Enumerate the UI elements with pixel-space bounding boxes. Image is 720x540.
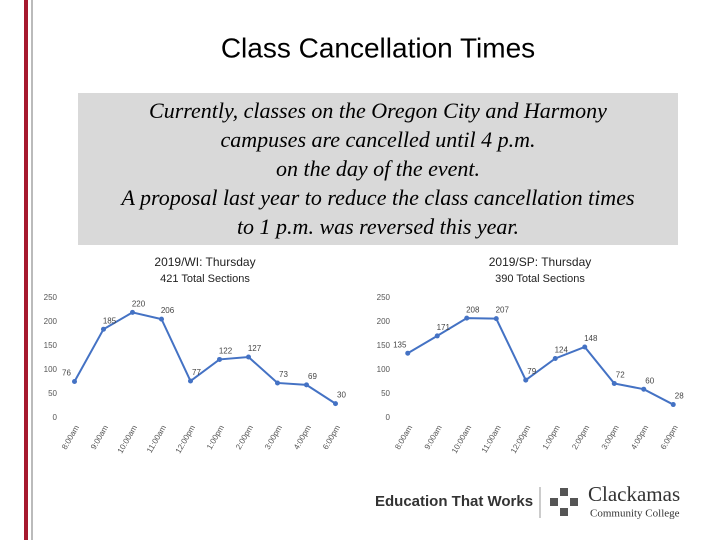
marker bbox=[405, 350, 411, 356]
data-label: 69 bbox=[308, 372, 317, 381]
x-tick-label: 1:00pm bbox=[541, 423, 562, 451]
marker bbox=[582, 344, 588, 350]
x-tick-label: 9:00am bbox=[423, 423, 444, 451]
marker bbox=[552, 355, 558, 361]
body-line: Currently, classes on the Oregon City an… bbox=[149, 98, 607, 123]
data-label: 30 bbox=[337, 391, 346, 400]
marker bbox=[275, 380, 280, 386]
body-line: on the day of the event. bbox=[276, 156, 480, 181]
x-tick-label: 10:00am bbox=[116, 423, 140, 455]
y-tick-label: 250 bbox=[44, 293, 58, 302]
marker bbox=[523, 377, 529, 383]
logo-name: Clackamas bbox=[588, 482, 680, 506]
marker bbox=[217, 356, 222, 362]
marker bbox=[611, 380, 617, 386]
x-tick-label: 12:00pm bbox=[509, 423, 533, 455]
data-label: 122 bbox=[219, 347, 233, 356]
x-tick-label: 1:00pm bbox=[205, 423, 226, 451]
chart-title: 2019/WI: Thursday bbox=[154, 255, 255, 269]
data-label: 73 bbox=[279, 370, 288, 379]
x-tick-label: 9:00am bbox=[89, 423, 110, 451]
marker bbox=[159, 316, 164, 322]
chart-subtitle: 390 Total Sections bbox=[495, 273, 585, 285]
data-label: 28 bbox=[675, 392, 684, 401]
y-tick-label: 50 bbox=[381, 389, 390, 398]
chart-subtitle: 421 Total Sections bbox=[160, 273, 250, 285]
chart-title: 2019/SP: Thursday bbox=[489, 255, 592, 269]
x-tick-label: 8:00am bbox=[60, 423, 81, 451]
data-label: 135 bbox=[393, 340, 407, 349]
marker bbox=[130, 309, 135, 315]
marker bbox=[101, 326, 106, 332]
line bbox=[407, 317, 674, 406]
logo-icon bbox=[550, 488, 578, 516]
y-tick-label: 100 bbox=[377, 365, 391, 374]
marker bbox=[304, 382, 309, 388]
data-label: 60 bbox=[645, 376, 654, 385]
marker bbox=[670, 402, 676, 408]
marker bbox=[72, 379, 77, 385]
marker bbox=[333, 401, 338, 407]
y-tick-label: 250 bbox=[377, 293, 391, 302]
x-tick-label: 6:00pm bbox=[321, 423, 342, 451]
marker bbox=[641, 386, 647, 392]
y-tick-label: 200 bbox=[377, 317, 391, 326]
data-label: 206 bbox=[161, 306, 175, 315]
x-tick-label: 12:00pm bbox=[174, 423, 198, 455]
x-tick-label: 4:00pm bbox=[629, 423, 650, 451]
body-line: campuses are cancelled until 4 p.m. bbox=[220, 127, 535, 152]
data-label: 148 bbox=[584, 334, 598, 343]
data-label: 79 bbox=[527, 367, 536, 376]
body-line: A proposal last year to reduce the class… bbox=[119, 185, 634, 210]
x-tick-label: 8:00am bbox=[393, 423, 414, 451]
x-tick-label: 10:00am bbox=[450, 423, 474, 455]
accent-bar bbox=[31, 0, 33, 540]
x-tick-label: 3:00pm bbox=[600, 423, 621, 451]
y-tick-label: 200 bbox=[44, 317, 58, 326]
data-label: 207 bbox=[496, 306, 510, 315]
marker bbox=[434, 333, 440, 339]
x-tick-label: 6:00pm bbox=[659, 423, 680, 451]
x-tick-label: 2:00pm bbox=[234, 423, 255, 451]
y-tick-label: 0 bbox=[386, 413, 391, 422]
text-box bbox=[78, 93, 678, 245]
marker bbox=[464, 315, 470, 321]
marker bbox=[188, 378, 193, 384]
x-tick-label: 11:00am bbox=[145, 423, 168, 454]
slide-title: Class Cancellation Times bbox=[221, 32, 535, 63]
data-label: 76 bbox=[62, 369, 71, 378]
data-label: 185 bbox=[103, 316, 117, 325]
y-tick-label: 100 bbox=[44, 365, 58, 374]
tagline: Education That Works bbox=[375, 493, 533, 510]
data-label: 77 bbox=[192, 368, 201, 377]
x-tick-label: 2:00pm bbox=[570, 423, 591, 451]
marker bbox=[493, 316, 499, 322]
data-label: 127 bbox=[248, 344, 262, 353]
data-label: 171 bbox=[437, 323, 451, 332]
x-tick-label: 4:00pm bbox=[292, 423, 313, 451]
data-label: 220 bbox=[132, 300, 146, 309]
data-label: 208 bbox=[466, 305, 480, 314]
y-tick-label: 50 bbox=[48, 389, 57, 398]
logo-subname: Community College bbox=[590, 508, 680, 520]
body-line: to 1 p.m. was reversed this year. bbox=[237, 214, 519, 239]
marker bbox=[246, 354, 251, 360]
data-label: 124 bbox=[555, 346, 569, 355]
y-tick-label: 150 bbox=[44, 341, 58, 350]
y-tick-label: 0 bbox=[53, 413, 58, 422]
x-tick-label: 3:00pm bbox=[263, 423, 284, 451]
x-tick-label: 11:00am bbox=[480, 423, 503, 454]
y-tick-label: 150 bbox=[377, 341, 391, 350]
accent-bar bbox=[24, 0, 28, 540]
line bbox=[73, 311, 337, 405]
data-label: 72 bbox=[616, 371, 625, 380]
